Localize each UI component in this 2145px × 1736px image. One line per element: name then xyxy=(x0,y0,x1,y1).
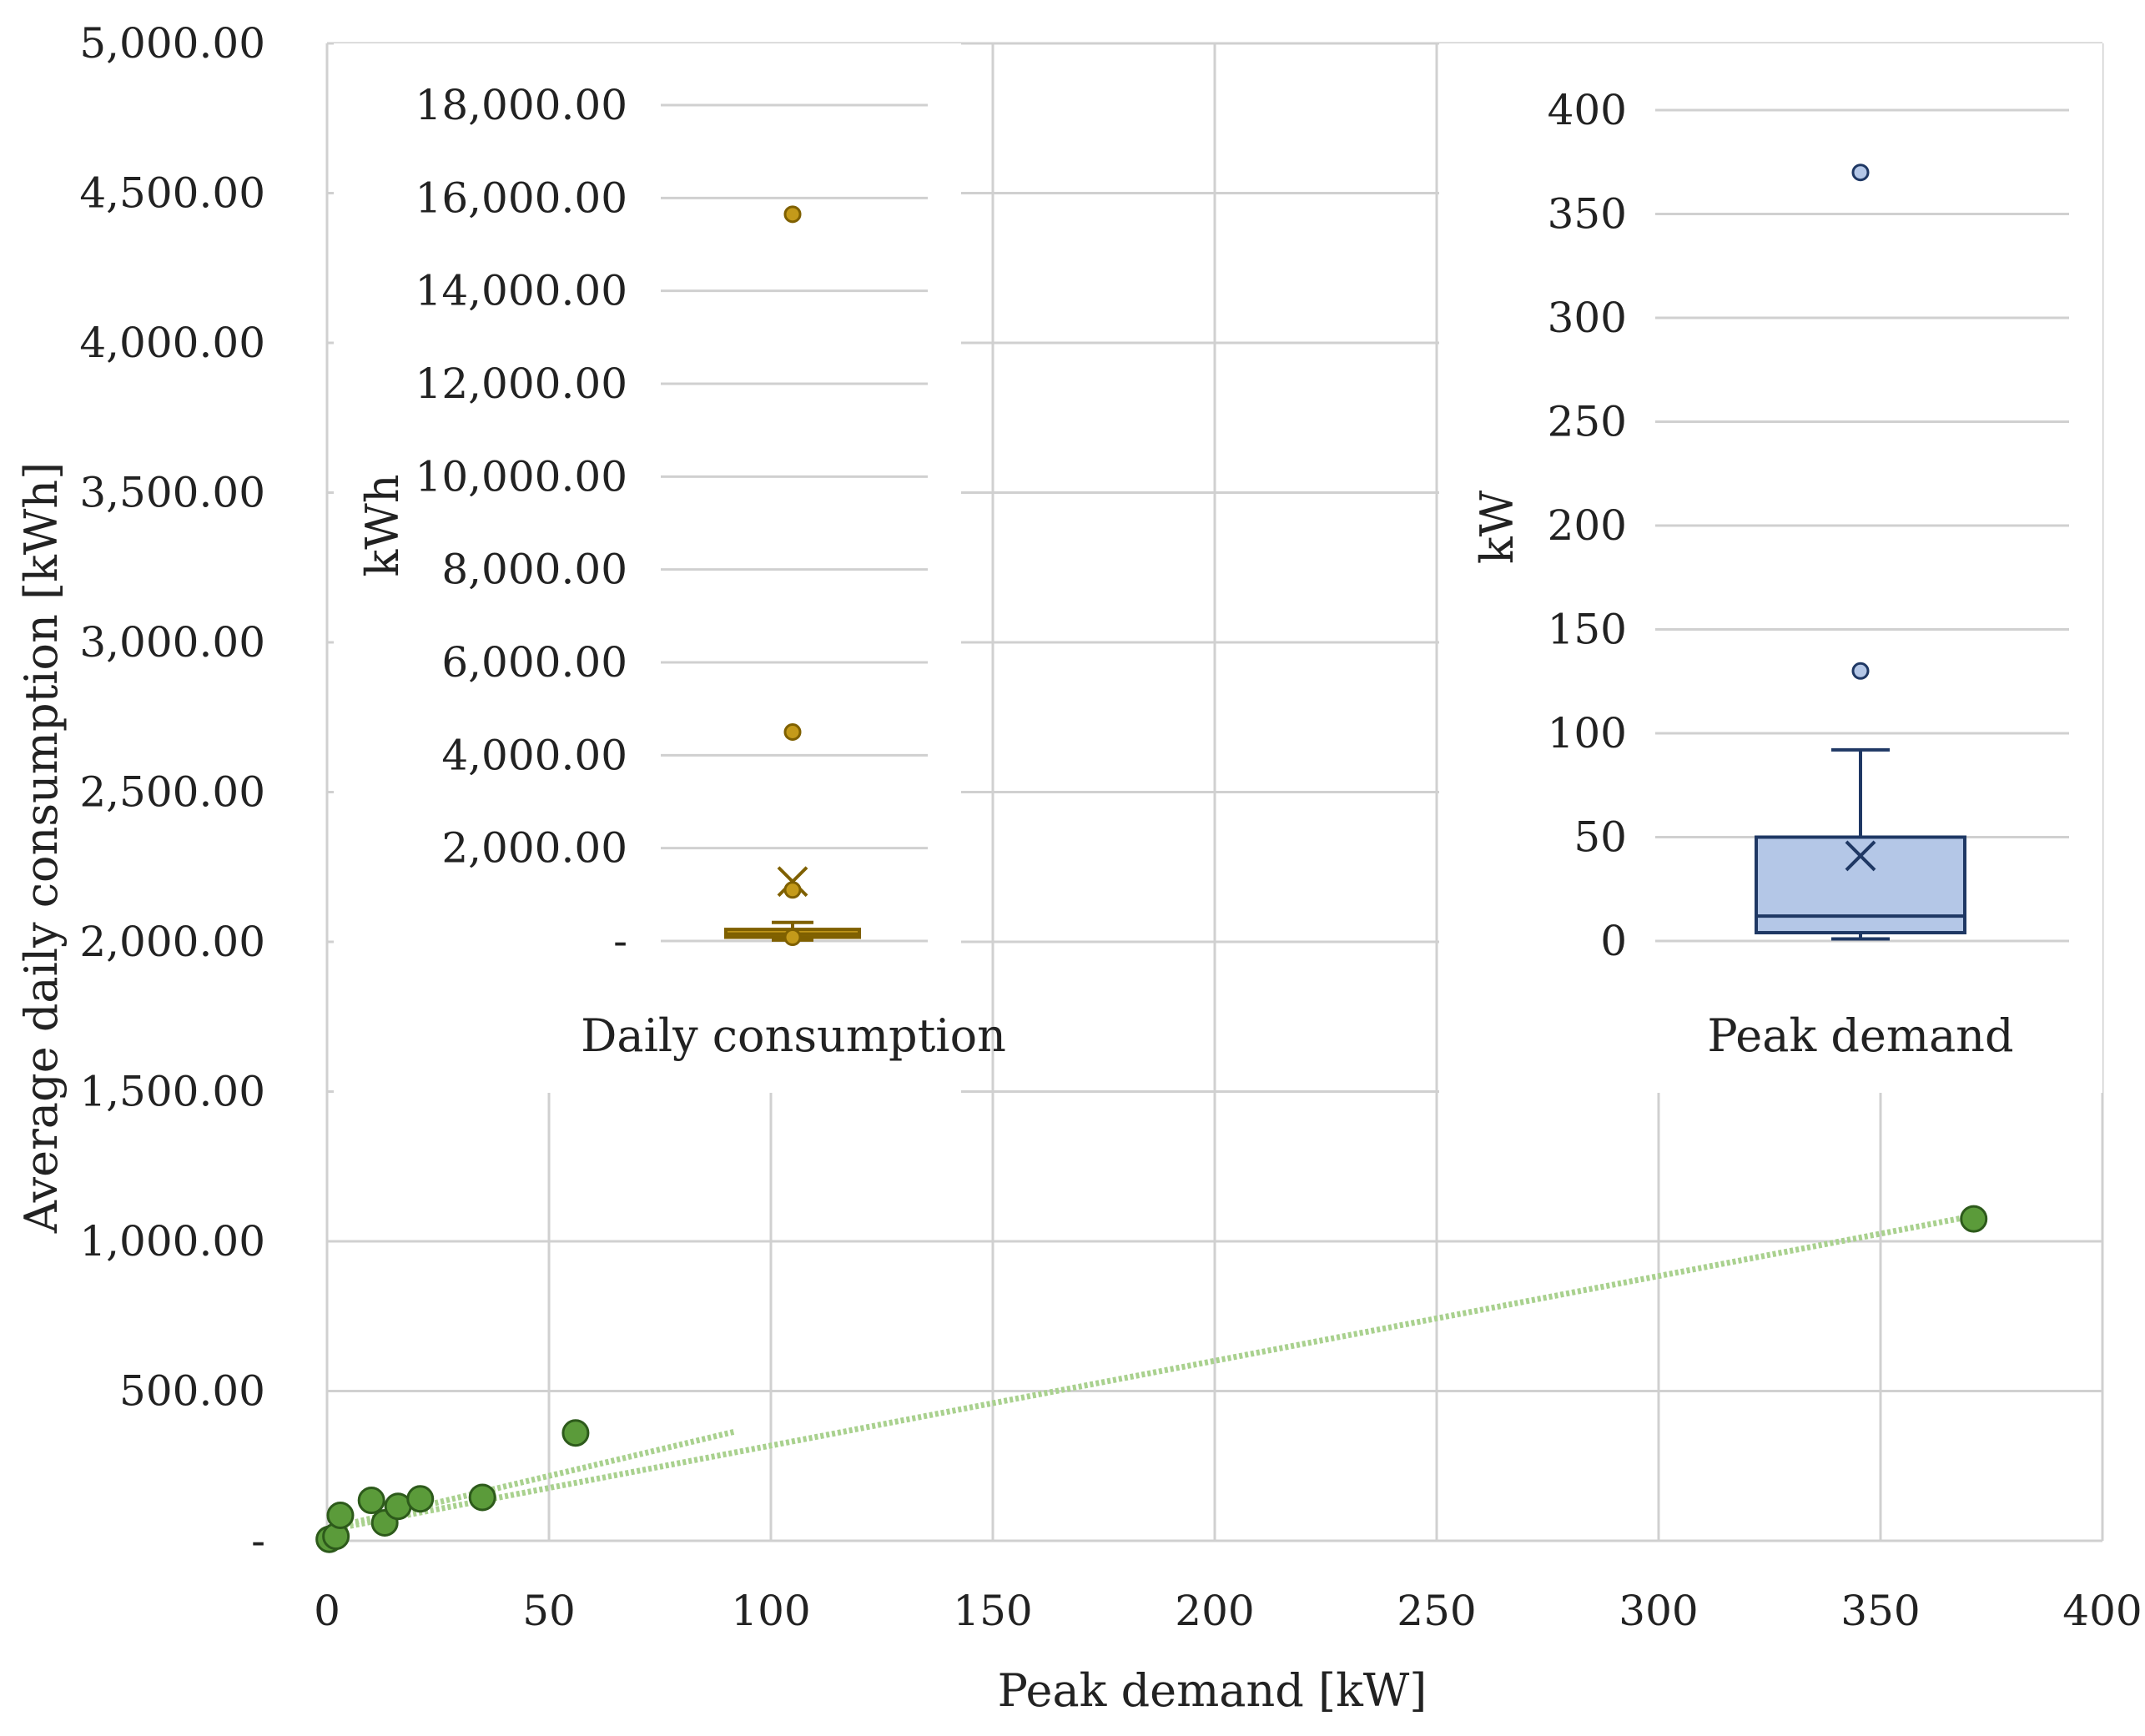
scatter-point xyxy=(468,1483,496,1512)
y-tick-label: 12,000.00 xyxy=(415,360,627,408)
daily-consumption-boxplot: - 2,000.00 4,000.00 6,000.00 8,000.00 10,000.… xyxy=(334,43,1006,1093)
peak-demand-boxplot: 0 50 100 150 200 250 300 350 400 kW Peak demand xyxy=(1439,43,2102,1093)
daily-consumption-y-axis-title: kWh xyxy=(356,474,409,576)
scatter-point xyxy=(406,1485,435,1513)
y-tick-label: 400 xyxy=(1548,86,1627,134)
y-tick-label: 2,000.00 xyxy=(441,824,627,873)
y-tick-label: 1,000.00 xyxy=(79,1217,265,1266)
outlier-point xyxy=(783,928,802,947)
main-x-tick-labels: 0 50 100 150 200 250 300 350 400 xyxy=(314,1587,2142,1635)
outlier-point xyxy=(783,881,802,899)
daily-consumption-box xyxy=(724,205,861,947)
y-tick-label: 0 xyxy=(1600,917,1627,965)
y-tick-label: 2,500.00 xyxy=(79,768,265,817)
y-tick-label: 6,000.00 xyxy=(441,638,627,687)
scatter-points xyxy=(315,1205,1988,1553)
outlier-point xyxy=(783,205,802,224)
y-tick-label: - xyxy=(613,917,627,965)
x-tick-label: 50 xyxy=(522,1587,576,1635)
x-tick-label: 100 xyxy=(731,1587,810,1635)
y-axis-title: Average daily consumption [kWh] xyxy=(15,462,68,1234)
outlier-point xyxy=(1851,662,1870,680)
y-tick-label: 14,000.00 xyxy=(415,267,627,315)
x-tick-label: 150 xyxy=(953,1587,1032,1635)
y-tick-label: 4,000.00 xyxy=(441,731,627,779)
y-tick-label: 250 xyxy=(1548,398,1627,446)
x-tick-label: 200 xyxy=(1175,1587,1254,1635)
y-tick-label: 1,500.00 xyxy=(79,1068,265,1116)
peak-demand-inset-background xyxy=(1439,43,2102,1093)
daily-consumption-gridlines xyxy=(661,103,928,943)
y-tick-label: 18,000.00 xyxy=(415,81,627,129)
y-tick-label: - xyxy=(251,1517,265,1565)
scatter-point xyxy=(357,1487,385,1515)
x-tick-label: 300 xyxy=(1619,1587,1698,1635)
y-tick-label: 2,000.00 xyxy=(79,918,265,966)
y-tick-label: 50 xyxy=(1574,813,1627,862)
daily-consumption-y-tick-labels: - 2,000.00 4,000.00 6,000.00 8,000.00 10,000.… xyxy=(415,81,627,965)
daily-consumption-inset-background xyxy=(334,43,961,1093)
x-tick-label: 400 xyxy=(2062,1587,2142,1635)
y-tick-label: 3,000.00 xyxy=(79,618,265,667)
y-tick-label: 100 xyxy=(1548,709,1627,757)
x-axis-title: Peak demand [kW] xyxy=(998,1664,1427,1717)
scatter-point xyxy=(1960,1205,1988,1233)
outlier-point xyxy=(783,723,802,741)
scatter-point xyxy=(561,1419,590,1447)
x-tick-label: 350 xyxy=(1840,1587,1920,1635)
daily-consumption-category-label: Daily consumption xyxy=(581,1009,1006,1062)
trendline xyxy=(326,1213,1975,1533)
y-tick-label: 200 xyxy=(1548,501,1627,550)
outlier-point xyxy=(1851,164,1870,182)
y-tick-label: 500.00 xyxy=(119,1367,265,1416)
peak-demand-y-tick-labels: 0 50 100 150 200 250 300 350 400 xyxy=(1548,86,1627,965)
y-tick-label: 300 xyxy=(1548,294,1627,342)
x-tick-label: 250 xyxy=(1397,1587,1476,1635)
y-tick-label: 3,500.00 xyxy=(79,469,265,517)
y-tick-label: 4,000.00 xyxy=(79,319,265,367)
y-tick-label: 16,000.00 xyxy=(415,174,627,222)
scatter-point xyxy=(326,1501,355,1529)
interquartile-box xyxy=(1755,835,1966,935)
peak-demand-category-label: Peak demand xyxy=(1707,1009,2013,1062)
y-tick-label: 10,000.00 xyxy=(415,452,627,501)
peak-demand-y-axis-title: kW xyxy=(1471,490,1523,564)
y-tick-label: 4,500.00 xyxy=(79,169,265,218)
y-tick-label: 8,000.00 xyxy=(441,546,627,594)
y-tick-label: 5,000.00 xyxy=(79,19,265,68)
x-tick-label: 0 xyxy=(314,1587,340,1635)
y-tick-label: 150 xyxy=(1548,606,1627,654)
trendlines xyxy=(326,1213,1975,1533)
y-tick-label: 350 xyxy=(1548,190,1627,239)
mean-marker xyxy=(1845,840,1876,872)
main-y-tick-labels: - 500.00 1,000.00 1,500.00 2,000.00 2,500.00 3… xyxy=(79,19,265,1565)
peak-demand-box xyxy=(1755,164,1966,941)
